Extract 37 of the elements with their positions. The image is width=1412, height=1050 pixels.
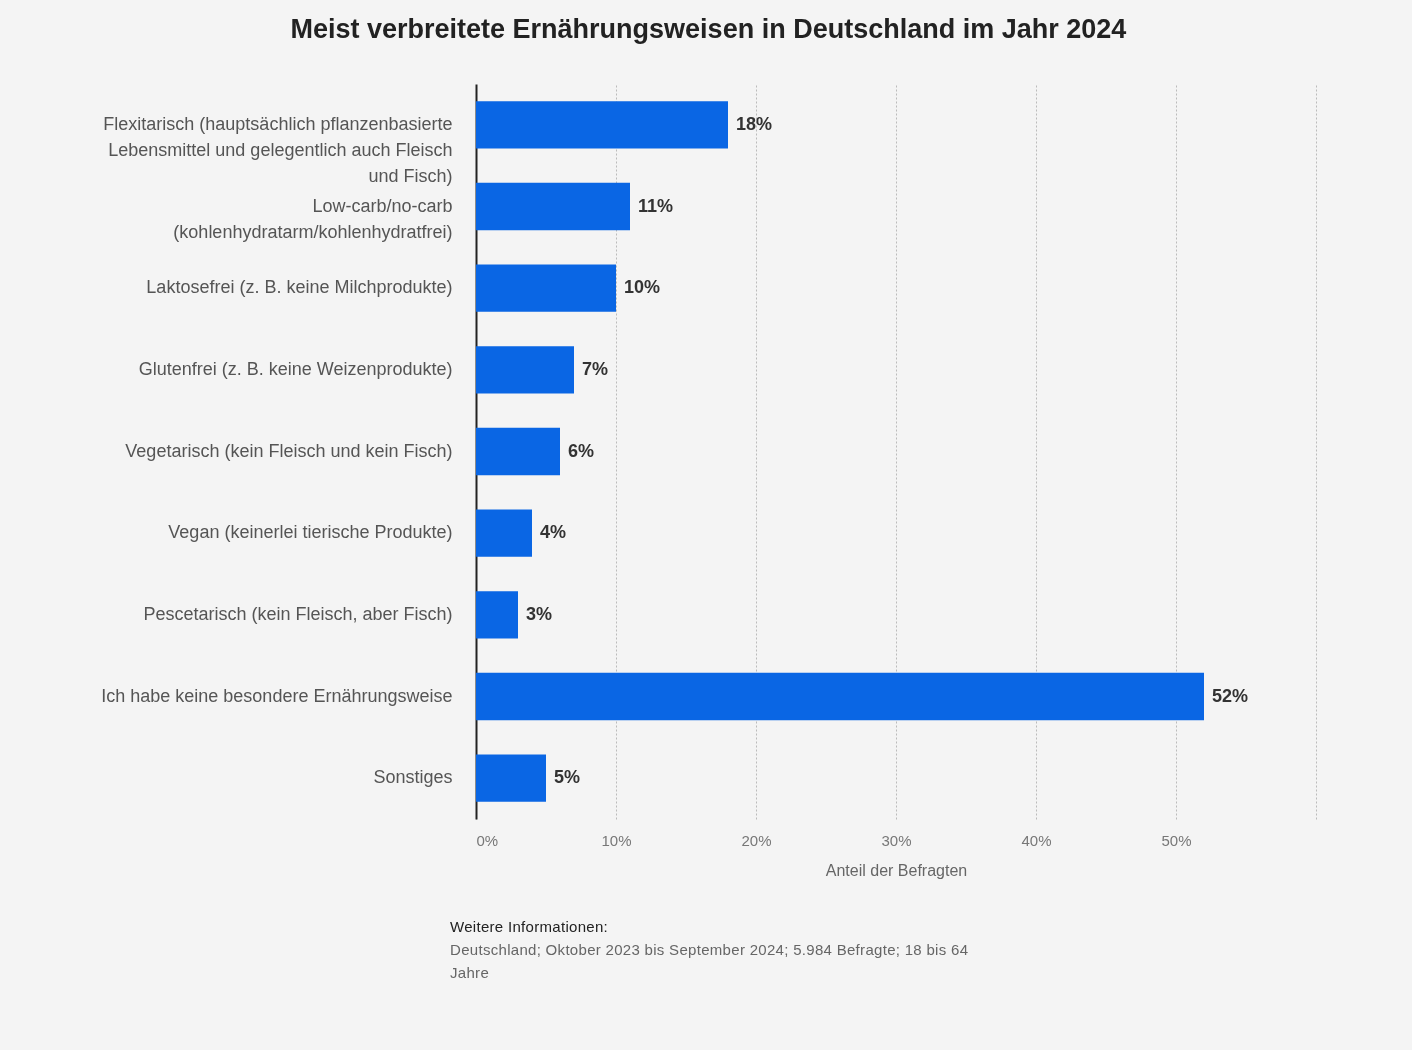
x-tick-label: 10% <box>601 831 632 849</box>
y-tick-label: Ich habe keine besondere Ernährungsweise <box>101 685 453 706</box>
bar <box>476 182 630 231</box>
data-label: 52% <box>1212 685 1249 706</box>
text: Weitere Informationen: <box>450 917 610 937</box>
y-tick-label: Pescetarisch (kein Fleisch, aber Fisch) <box>143 603 453 624</box>
x-tick-label: 30% <box>881 831 912 849</box>
y-tick-label: Sonstiges <box>373 767 453 788</box>
y-tick-label: Vegan (keinerlei tierische Produkte) <box>168 522 453 543</box>
x-tick-label: 40% <box>1021 831 1052 849</box>
bar <box>476 427 560 476</box>
y-tick-label: Flexitarisch (hauptsächlich pflanzenbasierte Lebensmittel und gelegentlich auch Fleisch und Fisch) <box>103 113 453 186</box>
x-tick-label: 0% <box>476 831 499 849</box>
chart-title: Meist verbreitete Ernährungsweisen in Deutschland im Jahr 2024 <box>290 14 1127 44</box>
data-label: 7% <box>582 358 609 379</box>
bar <box>476 264 616 312</box>
x-tick-label: 50% <box>1161 831 1192 849</box>
bar <box>476 754 546 802</box>
y-tick-label: Vegetarisch (kein Fleisch und kein Fisch) <box>125 440 453 461</box>
bar <box>476 509 532 557</box>
data-label: 4% <box>540 522 567 543</box>
data-label: 10% <box>624 277 661 298</box>
data-label: 18% <box>736 113 773 134</box>
data-label: 5% <box>554 767 581 788</box>
x-axis-title: Anteil der Befragten <box>825 861 968 879</box>
bar <box>476 591 518 639</box>
bar <box>476 346 574 394</box>
y-tick-label: Glutenfrei (z. B. keine Weizenprodukte) <box>138 358 453 379</box>
data-label: 3% <box>526 603 553 624</box>
text: Deutschland; Oktober 2023 bis September 2024; 5.984 Befragte; 18 bis 64 Jahre <box>450 940 970 983</box>
bar <box>476 101 728 149</box>
y-tick-label: Low-carb/no-carb (kohlenhydratarm/kohlenhydratfrei) <box>173 195 453 242</box>
y-tick-label: Laktosefrei (z. B. keine Milchprodukte) <box>146 277 453 298</box>
bar <box>476 672 1204 721</box>
data-label: 6% <box>568 440 595 461</box>
x-tick-label: 20% <box>741 831 772 849</box>
data-label: 11% <box>638 195 674 216</box>
